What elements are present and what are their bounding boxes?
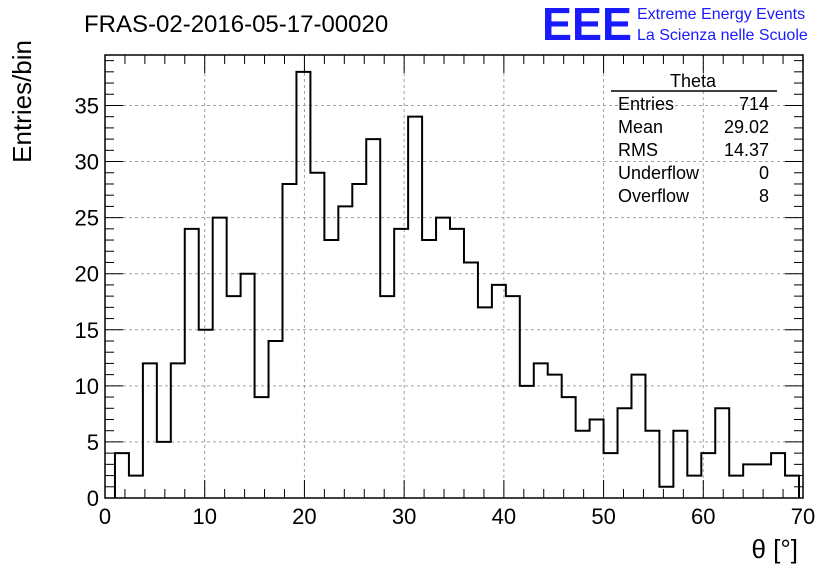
hist-bin: [227, 296, 241, 498]
hist-bin: [604, 453, 618, 498]
x-tick-label: 40: [492, 504, 516, 529]
y-tick-label: 25: [75, 206, 99, 231]
hist-bin: [115, 453, 129, 498]
hist-bin: [255, 397, 269, 498]
x-axis-label: θ [°]: [751, 534, 798, 564]
hist-bin: [618, 408, 632, 498]
hist-bin: [310, 173, 324, 498]
x-tick-label: 70: [791, 504, 815, 529]
stats-label: Overflow: [618, 186, 690, 206]
hist-bin: [506, 296, 520, 498]
hist-bin: [548, 375, 562, 498]
histogram: [113, 70, 801, 498]
y-tick-label: 15: [75, 318, 99, 343]
stats-value: 14.37: [724, 140, 769, 160]
histogram-outline: [113, 70, 801, 498]
hist-bin: [645, 431, 659, 498]
logo-line1: Extreme Energy Events: [637, 6, 805, 23]
stats-label: Underflow: [618, 163, 700, 183]
hist-bin: [520, 386, 534, 498]
hist-bin: [450, 229, 464, 498]
hist-bin: [631, 375, 645, 498]
stats-value: 0: [759, 163, 769, 183]
hist-bin: [199, 330, 213, 498]
hist-bin: [352, 184, 366, 498]
hist-bin: [366, 139, 380, 498]
hist-bin: [213, 218, 227, 498]
grid: [105, 55, 803, 498]
stats-label: Entries: [618, 94, 674, 114]
y-tick-label: 35: [75, 93, 99, 118]
y-tick-label: 30: [75, 150, 99, 175]
hist-bin: [324, 240, 338, 498]
hist-bin: [729, 476, 743, 498]
x-tick-label: 30: [392, 504, 416, 529]
y-axis-label: Entries/bin: [7, 40, 37, 163]
hist-bin: [269, 341, 283, 498]
stats-label: Mean: [618, 117, 663, 137]
hist-bin: [380, 296, 394, 498]
stats-title: Theta: [670, 71, 717, 91]
hist-bin: [715, 408, 729, 498]
hist-bin: [673, 431, 687, 498]
hist-bin: [338, 206, 352, 498]
x-tick-label: 50: [591, 504, 615, 529]
axis-ticks: 0 10 20 30 40 50 60 70 0 5 10 15 20 25 30 35: [75, 55, 815, 529]
logo-line2: La Scienza nelle Scuole: [637, 27, 808, 44]
hist-bin: [394, 229, 408, 498]
stats-value: 714: [739, 94, 769, 114]
hist-bin: [171, 363, 185, 498]
hist-bin: [743, 464, 757, 498]
x-tick-label: 60: [691, 504, 715, 529]
hist-bin: [129, 476, 143, 498]
hist-bin: [659, 487, 673, 498]
hist-bin: [562, 397, 576, 498]
hist-bin: [282, 184, 296, 498]
plot-frame: [104, 54, 804, 499]
x-tick-label: 0: [99, 504, 111, 529]
hist-bin: [757, 464, 771, 498]
eee-logo: EEE Extreme Energy Events La Scienza nel…: [542, 0, 808, 50]
y-tick-label: 10: [75, 374, 99, 399]
hist-bin: [492, 285, 506, 498]
chart-title: FRAS-02-2016-05-17-00020: [84, 11, 388, 38]
stats-box: Theta Entries 714 Mean 29.02 RMS 14.37 Underfl…: [611, 71, 777, 206]
hist-bin: [576, 431, 590, 498]
hist-bin: [422, 240, 436, 498]
y-tick-label: 5: [87, 430, 99, 455]
logo-mark: EEE: [542, 0, 632, 50]
y-tick-label: 0: [87, 486, 99, 511]
hist-bin: [241, 274, 255, 498]
hist-bin: [687, 476, 701, 498]
hist-bin: [436, 218, 450, 498]
x-tick-label: 10: [192, 504, 216, 529]
stats-value: 29.02: [724, 117, 769, 137]
hist-bin: [534, 363, 548, 498]
y-tick-label: 20: [75, 262, 99, 287]
hist-bin: [157, 442, 171, 498]
hist-bin: [408, 117, 422, 498]
hist-bin: [590, 419, 604, 498]
x-tick-label: 20: [292, 504, 316, 529]
hist-bin: [185, 229, 199, 498]
hist-bin: [464, 262, 478, 498]
stats-value: 8: [759, 186, 769, 206]
hist-bin: [296, 72, 310, 498]
hist-bin: [143, 363, 157, 498]
hist-bin: [478, 307, 492, 498]
stats-label: RMS: [618, 140, 658, 160]
